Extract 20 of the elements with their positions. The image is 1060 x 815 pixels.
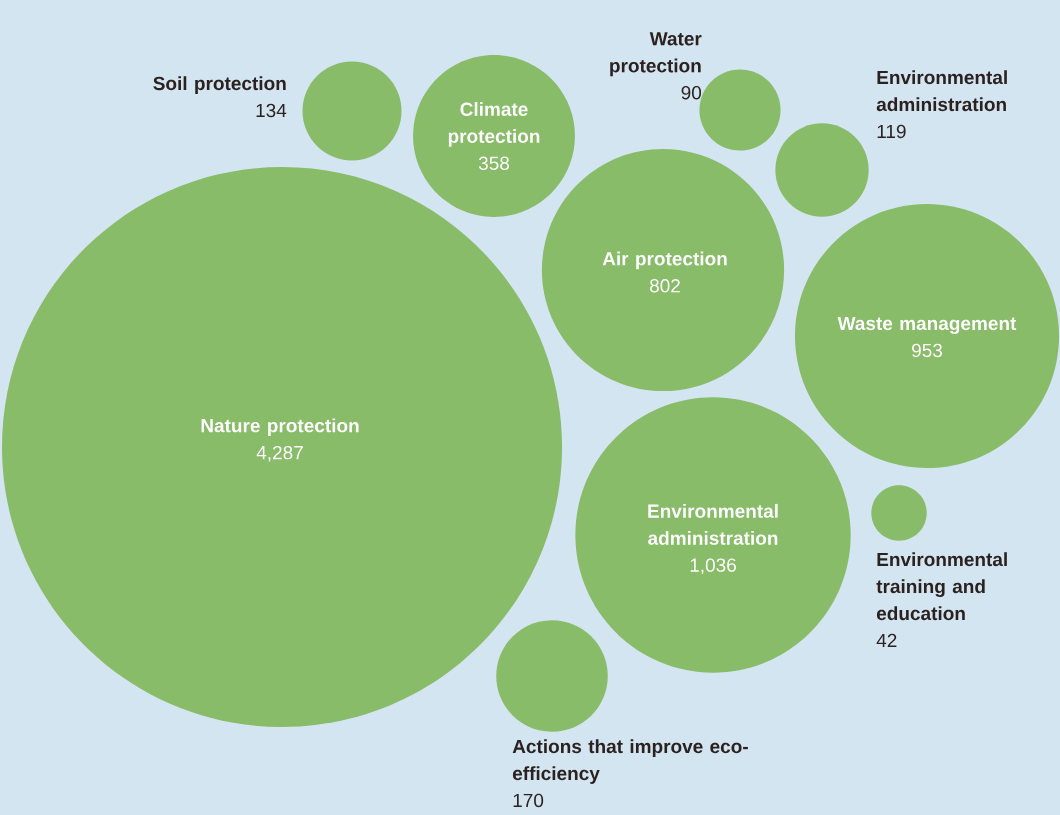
category-label: Air protection [602, 251, 727, 270]
data-label: 170 [513, 793, 544, 808]
category-label: Environmental training and education [876, 552, 1007, 621]
category-label: Water protection [610, 32, 702, 77]
data-label: 90 [681, 86, 702, 100]
data-label: 119 [877, 124, 906, 139]
category-label: Waste management [837, 316, 1017, 334]
data-label: 953 [912, 343, 943, 358]
data-label: 134 [256, 103, 287, 118]
data-label: 358 [478, 156, 510, 170]
category-label: Nature protection [201, 418, 359, 437]
category-label: Environmental administration [648, 503, 778, 545]
data-label: 1,036 [690, 558, 736, 575]
category-label: Soil protection [153, 76, 286, 94]
category-label: Climate protection [448, 102, 540, 147]
data-label: 42 [876, 633, 897, 647]
category-label: Actions that improve eco-efficiency [512, 739, 748, 784]
category-label: Environmental administration [876, 70, 1007, 112]
data-label: 802 [649, 279, 680, 293]
data-label: 4,287 [256, 445, 303, 462]
